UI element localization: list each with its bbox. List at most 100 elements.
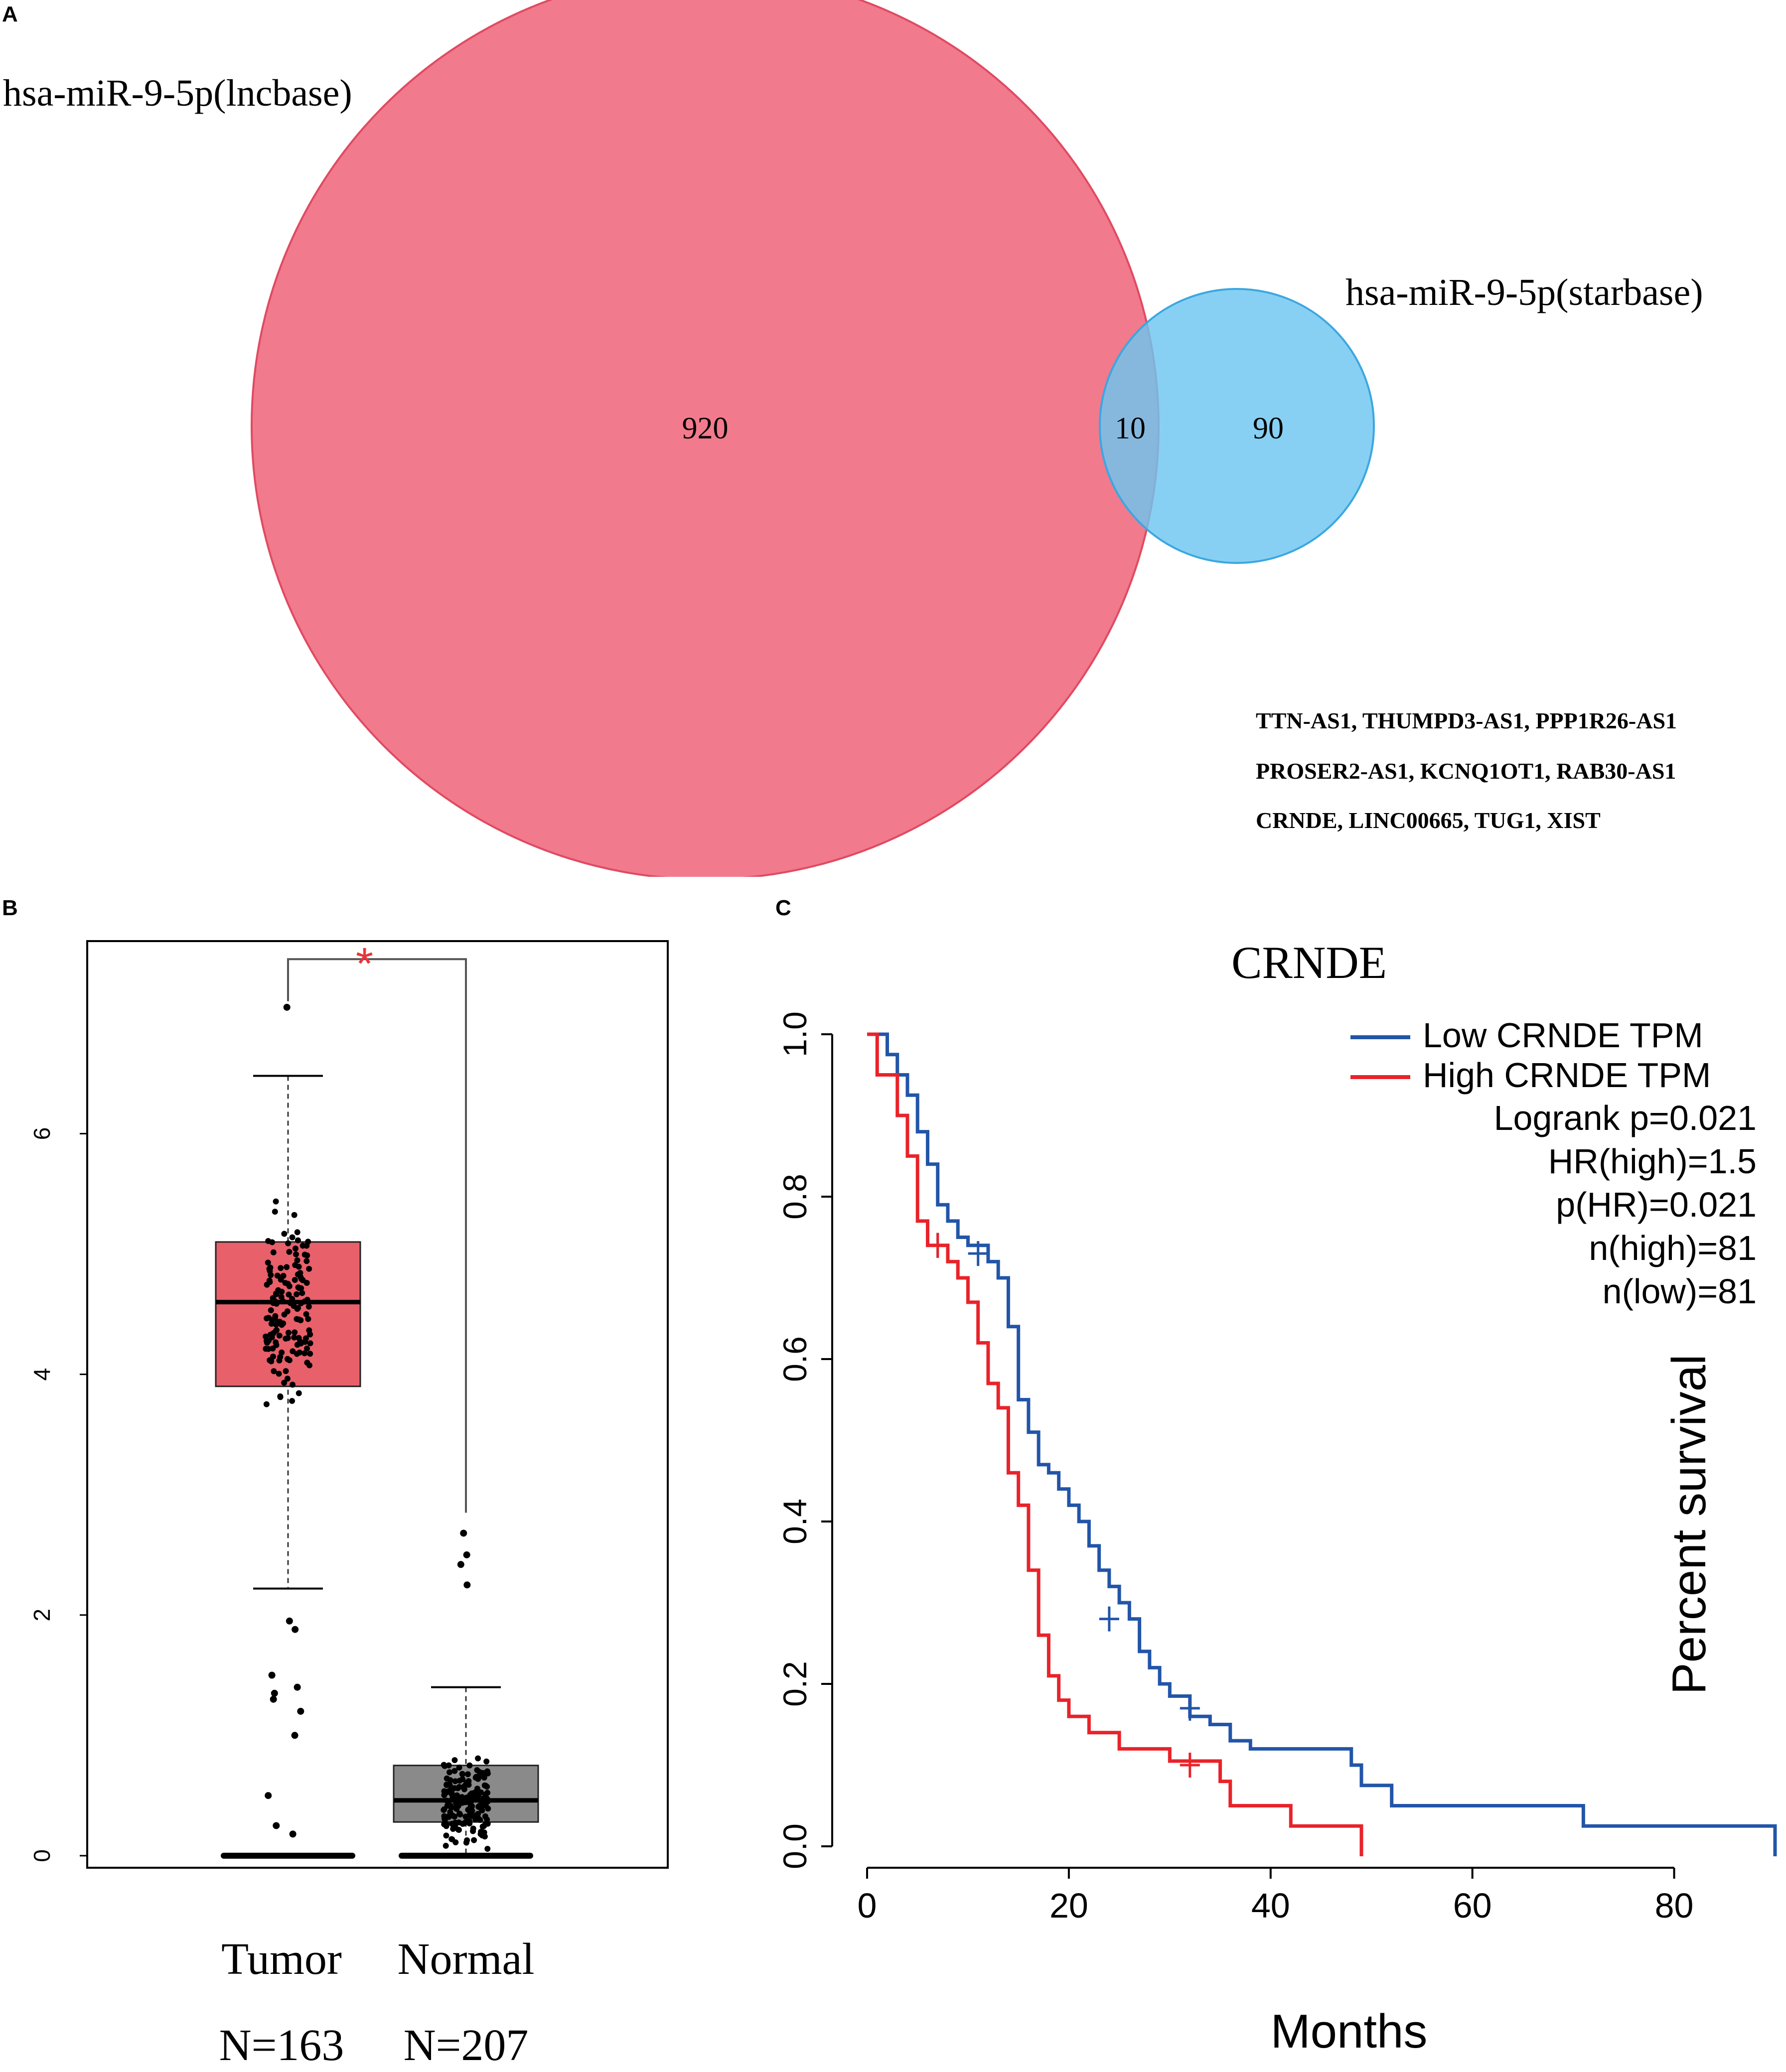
box-zero-points [221,1852,355,1859]
box-jitter-point [306,1265,312,1272]
box-jitter-point [446,1769,453,1776]
venn-count-overlap: 10 [1115,412,1146,445]
box-jitter-point [303,1243,310,1249]
survival-y-tick-label: 0.0 [776,1823,813,1869]
box-jitter-point [276,1332,283,1339]
box-jitter-point [484,1790,491,1796]
box-jitter-point [307,1351,313,1357]
survival-x-tick-label: 40 [1251,1886,1290,1925]
box-jitter-point [286,1248,293,1255]
box-jitter-point [454,1792,460,1798]
box-jitter-point [464,1837,470,1843]
significance-star: * [356,939,373,989]
survival-stat: HR(high)=1.5 [1548,1142,1757,1181]
box-jitter-point [283,1368,289,1375]
box-jitter-point [285,1356,291,1363]
box-jitter-point [264,1340,270,1346]
venn-count-only-lncbase: 920 [682,412,729,445]
box-jitter-point [285,1329,292,1336]
box-outlier-point [460,1529,467,1537]
survival-curve-high [867,1032,1363,1856]
box-jitter-point [304,1345,310,1352]
box-outlier-point [463,1551,470,1558]
box-jitter-point [265,1238,272,1244]
box-jitter-point [276,1371,282,1377]
box-jitter-point [483,1758,490,1765]
box-outlier-point [291,1732,298,1739]
box-jitter-point [442,1763,448,1769]
survival-stat: n(high)=81 [1589,1229,1757,1267]
box-jitter-point [443,1789,449,1796]
box-jitter-point [292,1277,298,1283]
survival-y-tick-label: 0.6 [776,1336,813,1382]
box-jitter-point [267,1279,273,1285]
box-jitter-point [303,1258,310,1264]
censor-mark [927,1233,948,1258]
box-jitter-point [291,1212,298,1218]
panel-label-c: C [775,896,791,920]
box-jitter-point [273,1198,279,1205]
box-jitter-point [271,1368,277,1375]
box-jitter-point [303,1279,310,1286]
box-outlier-point [294,1683,301,1691]
panel-label-a: A [2,2,18,26]
box-jitter-point [296,1390,302,1396]
box-jitter-point [297,1349,303,1356]
survival-stat: Logrank p=0.021 [1494,1099,1757,1137]
box-jitter-point [471,1837,477,1843]
category-label-tumor: Tumor [221,1934,342,1984]
category-label-normal: Normal [398,1934,535,1984]
box-jitter-point [305,1316,311,1322]
box-jitter-point [298,1276,305,1282]
box-jitter-point [268,1307,274,1314]
box-jitter-point [270,1353,276,1360]
box-jitter-point [459,1771,465,1778]
box-outlier-point [457,1561,464,1568]
box-jitter-point [470,1825,476,1832]
box-jitter-point [286,1291,292,1298]
box-jitter-point [292,1262,298,1268]
survival-axes: 0 20 40 60 80 0.0 0.2 0.4 0.6 0.8 1.0 [776,1011,1693,1925]
box-jitter-point [298,1340,304,1347]
overlap-genes-line-1: TTN-AS1, THUMPD3-AS1, PPP1R26-AS1 [1256,708,1677,733]
box-jitter-point [290,1348,296,1355]
box-jitter-point [479,1807,485,1813]
survival-y-tick-label: 1.0 [776,1011,813,1057]
box-jitter-point [459,1776,466,1783]
box-jitter-point [450,1826,456,1832]
box-jitter-point [295,1305,301,1311]
box-jitter-point [466,1820,473,1827]
survival-y-tick-label: 0.2 [776,1661,813,1707]
box-jitter-point [456,1810,462,1817]
box-jitter-point [441,1821,447,1827]
box-jitter-point [294,1316,300,1322]
box-jitter-point [443,1842,449,1849]
censor-mark [1180,1753,1200,1778]
box-y-tick-label: 0 [29,1849,55,1862]
box-outlier-point [292,1626,299,1633]
venn-label-lncbase: hsa-miR-9-5p(lncbase) [3,72,352,114]
box-jitter-point [274,1272,281,1279]
box-jitter-point [295,1237,301,1243]
box-jitter-point [307,1331,313,1338]
box-jitter-point [296,1285,302,1291]
box-jitter-point [451,1768,458,1774]
box-jitter-point [446,1782,453,1788]
box-jitter-point [274,1290,280,1296]
box-jitter-point [263,1401,270,1407]
box-jitter-point [472,1816,479,1822]
survival-y-label: Percent survival [1662,1355,1716,1695]
box-jitter-point [270,1249,277,1255]
box-jitter-point [467,1803,474,1809]
box-jitter-point [278,1265,284,1271]
censor-mark [1099,1606,1119,1632]
box-jitter-point [289,1234,296,1241]
box-jitter-point [452,1819,458,1826]
survival-y-tick-label: 0.4 [776,1499,813,1544]
venn-label-starbase: hsa-miR-9-5p(starbase) [1345,272,1703,313]
box-jitter-point [466,1762,473,1769]
survival-y-tick-label: 0.8 [776,1174,813,1220]
box-jitter-point [476,1769,483,1775]
box-jitter-point [475,1793,481,1799]
box-y-tick-label: 4 [29,1368,55,1381]
